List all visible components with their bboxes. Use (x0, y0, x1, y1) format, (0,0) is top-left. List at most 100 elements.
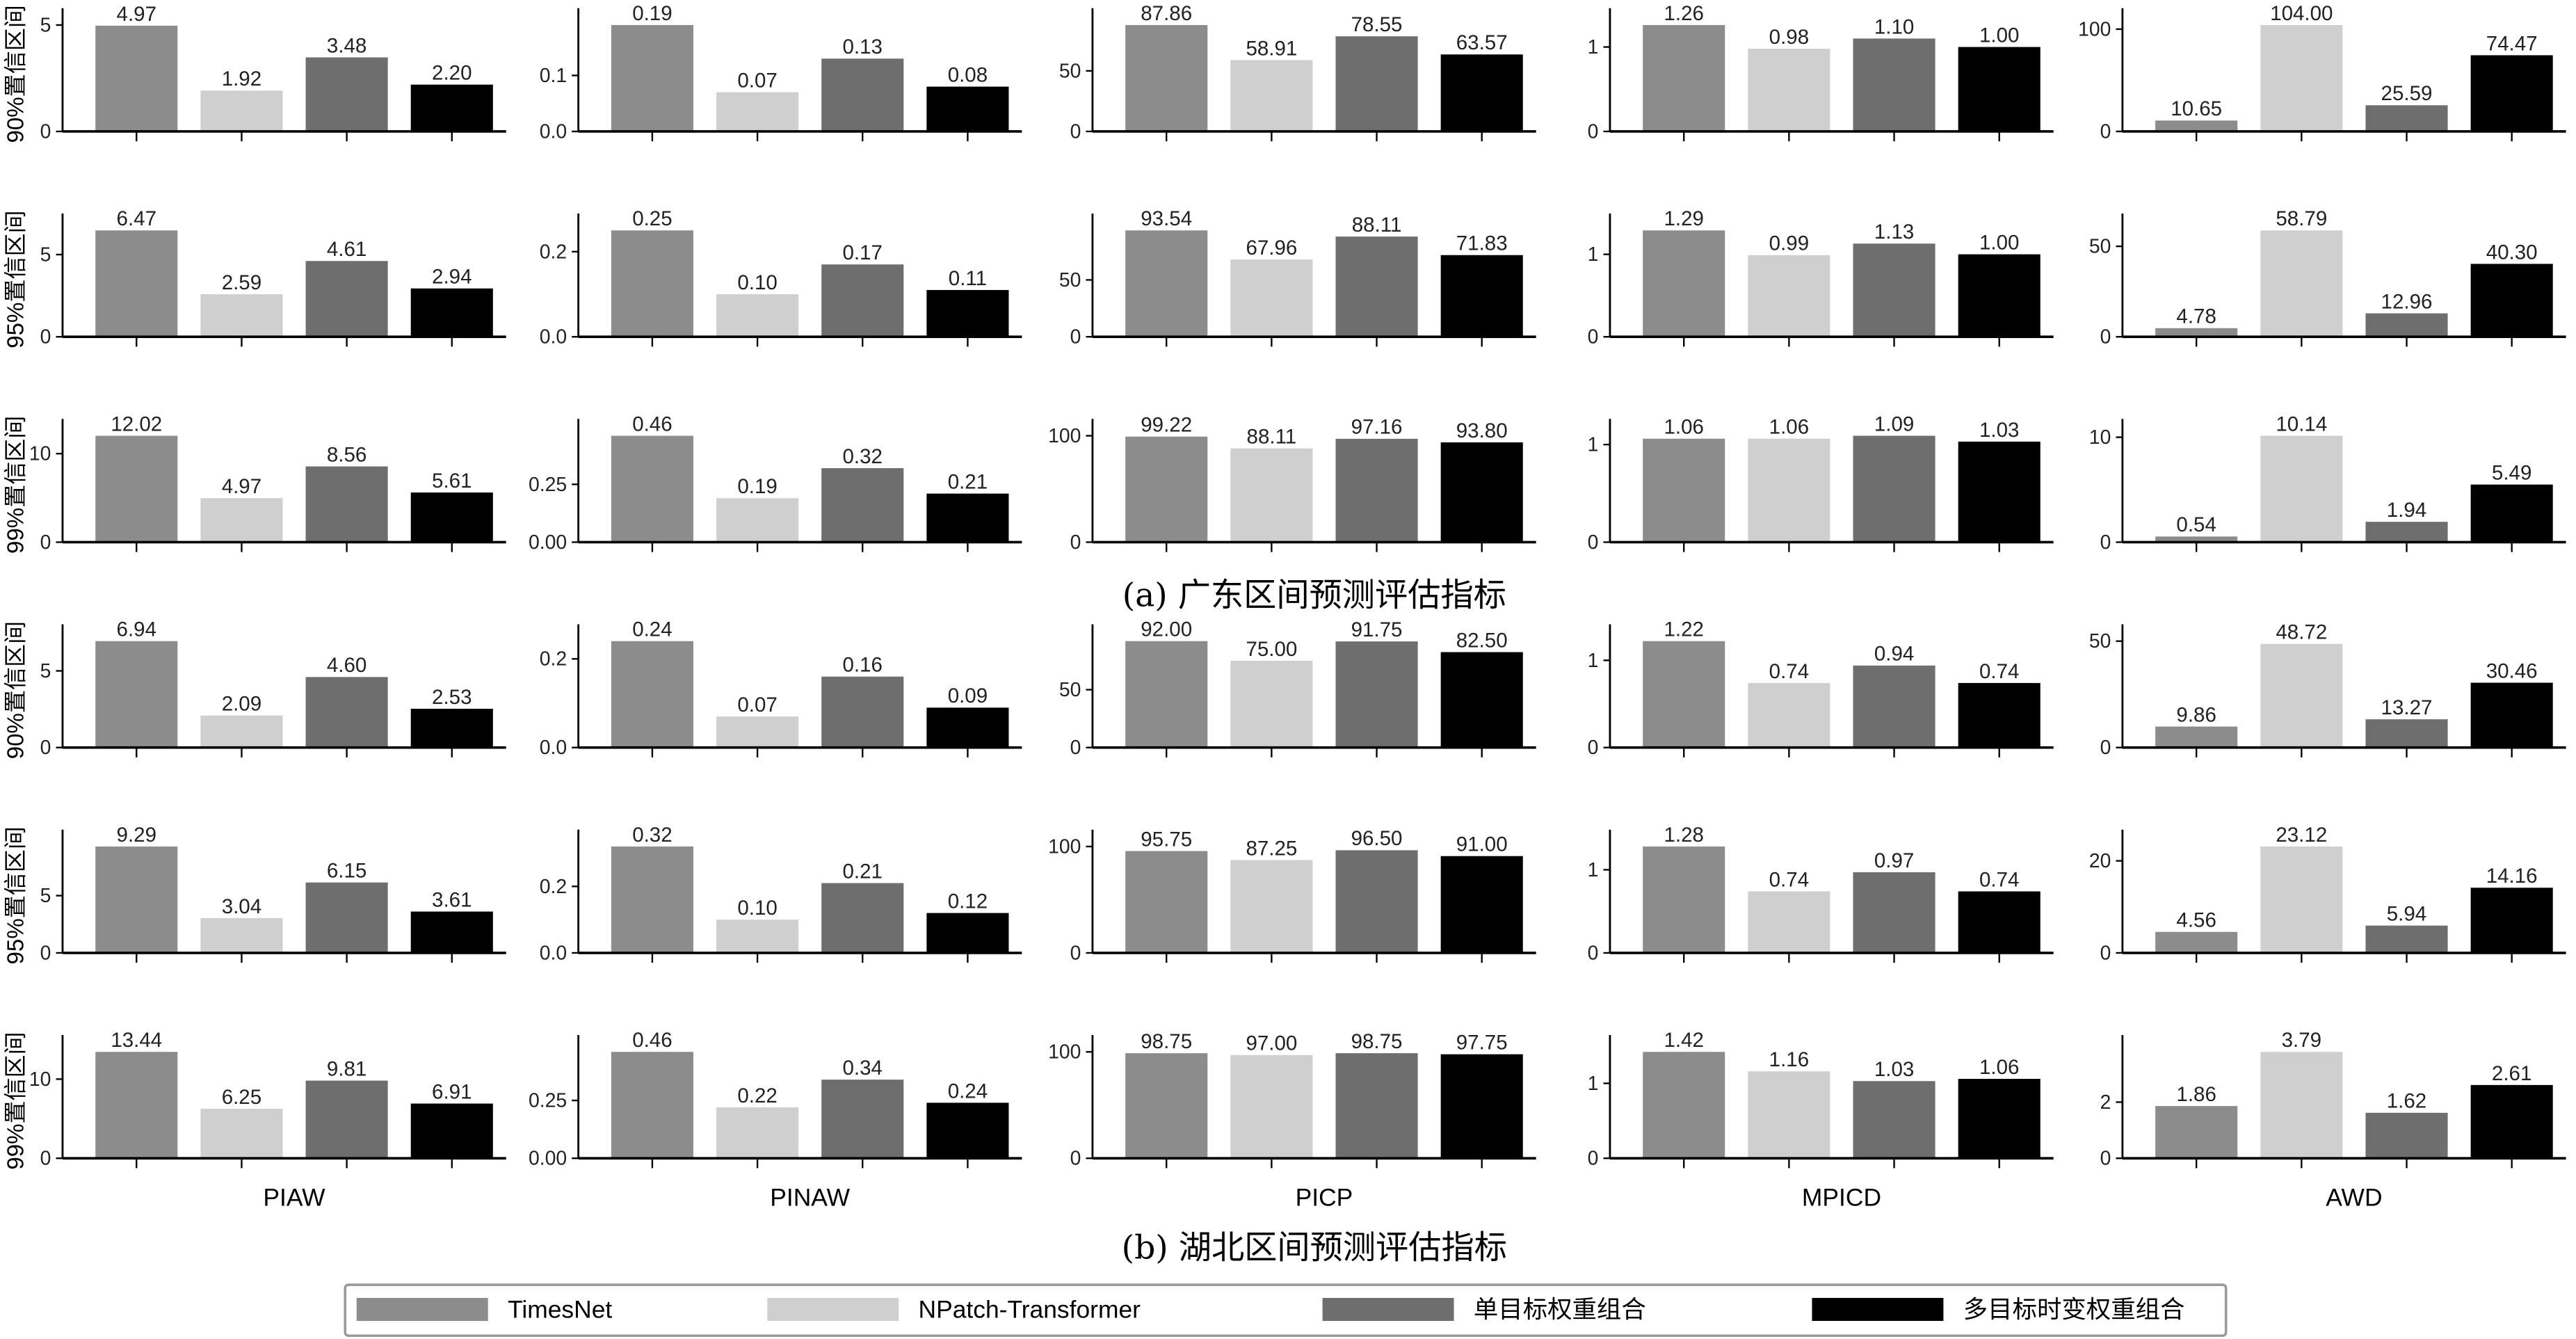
data-label: 0.74 (1769, 868, 1809, 891)
bar (2260, 435, 2343, 543)
bar (926, 913, 1009, 953)
panel-awd: 10.65 104.00 25.59 74.47 0 100 (2078, 2, 2566, 143)
y-tick-label: 0 (1588, 326, 1599, 348)
data-label: 1.09 (1874, 412, 1914, 435)
data-label: 58.79 (2276, 207, 2327, 230)
x-axis-metric-label: AWD (2326, 1184, 2382, 1212)
bar (1853, 243, 1935, 337)
bar (1440, 255, 1523, 337)
y-tick-label: 0 (40, 942, 51, 964)
bar (2365, 105, 2448, 131)
bar (2155, 931, 2238, 953)
bar (1230, 660, 1313, 748)
data-label: 0.13 (843, 35, 883, 58)
y-tick-label: 50 (2089, 630, 2111, 652)
bar (410, 288, 493, 337)
bar (1958, 1078, 2040, 1159)
panel-piaw: 4.97 1.92 3.48 2.20 0 5 (40, 3, 506, 143)
panel-piaw: 6.94 2.09 4.60 2.53 0 5 (40, 618, 506, 759)
bar (200, 917, 283, 953)
bar (410, 911, 493, 953)
panel-awd: 4.78 58.79 12.96 40.30 0 50 (2089, 207, 2566, 348)
panel-pinaw: 0.32 0.10 0.21 0.12 0.0 0.2 (540, 824, 1022, 964)
bar (1643, 438, 1725, 543)
y-tick-label: 20 (2089, 850, 2111, 872)
y-tick-label: 0.00 (529, 531, 567, 554)
y-tick-label: 0 (2100, 326, 2111, 348)
panel-pinaw: 0.25 0.10 0.17 0.11 0.0 0.2 (540, 207, 1022, 348)
data-label: 0.07 (737, 693, 777, 716)
panel-awd: 4.56 23.12 5.94 14.16 0 20 (2089, 824, 2566, 964)
x-axis-metric-label: MPICD (1802, 1184, 1881, 1212)
y-tick-label: 0 (1588, 1148, 1599, 1170)
data-label: 0.07 (737, 70, 777, 93)
data-label: 1.00 (1979, 24, 2019, 47)
bar (1958, 682, 2040, 748)
bar (926, 493, 1009, 543)
data-label: 6.94 (117, 618, 156, 641)
bar (611, 846, 693, 953)
bar (1440, 54, 1523, 131)
bar (1853, 665, 1935, 748)
y-tick-label: 1 (1588, 243, 1599, 266)
data-label: 4.97 (117, 3, 156, 26)
panel-pinaw: 0.24 0.07 0.16 0.09 0.0 0.2 (540, 618, 1022, 759)
panel-picp: 87.86 58.91 78.55 63.57 0 50 (1059, 2, 1536, 143)
data-label: 0.32 (632, 824, 672, 847)
bar (1335, 850, 1418, 953)
bar (200, 90, 283, 131)
data-label: 4.61 (327, 238, 367, 261)
y-tick-label: 50 (1059, 269, 1081, 291)
data-label: 0.22 (737, 1084, 777, 1107)
data-label: 0.32 (843, 445, 883, 468)
panel-piaw: 9.29 3.04 6.15 3.61 0 5 (40, 824, 506, 964)
bar (1748, 891, 1830, 953)
data-label: 0.24 (948, 1080, 988, 1103)
bar (2365, 313, 2448, 337)
y-tick-label: 50 (2089, 236, 2111, 258)
y-tick-label: 10 (2089, 426, 2111, 449)
data-label: 3.79 (2282, 1029, 2321, 1052)
data-label: 14.16 (2486, 865, 2538, 888)
legend-label: TimesNet (508, 1295, 612, 1323)
data-label: 0.11 (949, 267, 987, 290)
bar (95, 25, 178, 131)
data-label: 96.50 (1351, 827, 1403, 850)
y-tick-label: 0 (1588, 120, 1599, 143)
data-label: 1.03 (1874, 1058, 1914, 1081)
data-label: 2.59 (222, 271, 261, 294)
bar (1748, 682, 1830, 748)
bar (1125, 436, 1208, 543)
panel-mpicd: 1.29 0.99 1.13 1.00 0 1 (1588, 207, 2054, 348)
bar (611, 641, 693, 748)
data-label: 98.75 (1141, 1030, 1192, 1053)
data-label: 93.54 (1141, 207, 1192, 230)
data-label: 0.17 (843, 241, 883, 264)
data-label: 2.61 (2492, 1062, 2531, 1085)
caption-hubei: (b) 湖北区间预测评估指标 (1122, 1228, 1507, 1267)
panel-awd: 1.86 3.79 1.62 2.61 0 2 AWD (2100, 1029, 2566, 1212)
y-axis-label: 90%置信区间 (3, 621, 29, 759)
data-label: 3.61 (432, 888, 472, 911)
legend-frame (344, 1283, 2228, 1338)
data-label: 98.75 (1351, 1030, 1403, 1053)
bar (1748, 438, 1830, 543)
y-tick-label: 0.0 (540, 942, 567, 964)
data-label: 0.21 (843, 860, 883, 883)
data-label: 87.86 (1141, 2, 1192, 25)
bar (1335, 438, 1418, 543)
data-label: 75.00 (1246, 638, 1297, 661)
data-label: 0.74 (1769, 660, 1809, 683)
data-label: 12.02 (111, 412, 162, 435)
bar (2260, 24, 2343, 131)
data-label: 97.00 (1246, 1032, 1297, 1055)
bar (2155, 726, 2238, 748)
bar (821, 1080, 904, 1159)
data-label: 10.14 (2276, 412, 2327, 435)
bar (1230, 448, 1313, 543)
data-label: 0.25 (632, 207, 672, 230)
bar (1958, 441, 2040, 543)
data-label: 6.25 (222, 1086, 261, 1109)
data-label: 0.21 (948, 471, 988, 494)
data-label: 0.19 (737, 475, 777, 498)
